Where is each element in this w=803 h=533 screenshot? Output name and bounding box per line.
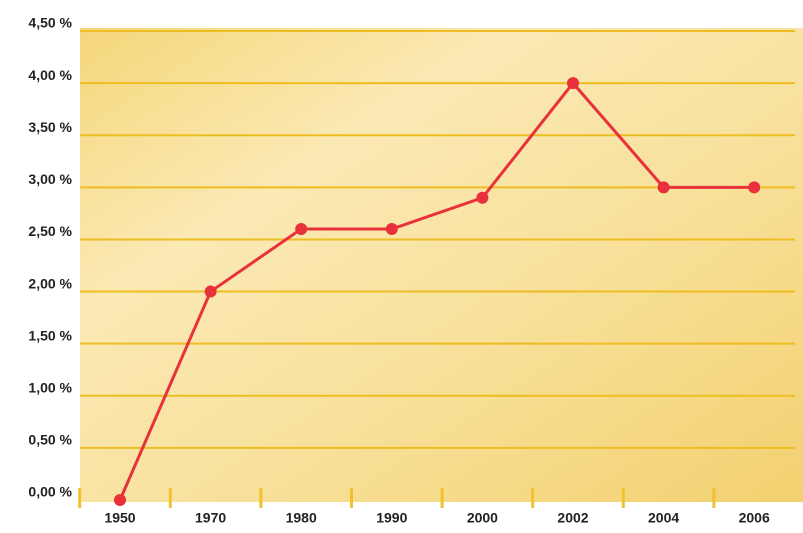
x-tick-label: 2000 (467, 510, 498, 526)
y-tick-label: 2,50 % (28, 223, 72, 239)
x-tick-label: 2002 (557, 510, 588, 526)
y-tick-label: 3,00 % (28, 171, 72, 187)
x-tick-label: 1950 (104, 510, 135, 526)
y-tick-label: 1,00 % (28, 379, 72, 395)
y-tick-label: 1,50 % (28, 327, 72, 343)
data-point (748, 181, 760, 193)
chart: 0,00 % 0,50 % 1,00 % 1,50 % 2,00 % 2,50 % 3,00… (0, 0, 803, 528)
data-point (295, 223, 307, 235)
background-photo (80, 28, 803, 502)
x-tick-label: 2006 (739, 510, 770, 526)
y-tick-label: 4,50 % (28, 15, 72, 31)
y-tick-label: 2,00 % (28, 275, 72, 291)
data-point (205, 286, 217, 298)
x-tick-label: 2004 (648, 510, 679, 526)
data-point (114, 494, 126, 506)
y-tick-label: 3,50 % (28, 119, 72, 135)
data-point (476, 192, 488, 204)
data-point (658, 181, 670, 193)
y-tick-label: 4,00 % (28, 67, 72, 83)
x-tick-label: 1990 (376, 510, 407, 526)
y-tick-label: 0,50 % (28, 432, 72, 448)
x-tick-label: 1970 (195, 510, 226, 526)
x-tick-label: 1980 (286, 510, 317, 526)
data-point (386, 223, 398, 235)
y-tick-label: 0,00 % (28, 484, 72, 500)
data-point (567, 77, 579, 89)
